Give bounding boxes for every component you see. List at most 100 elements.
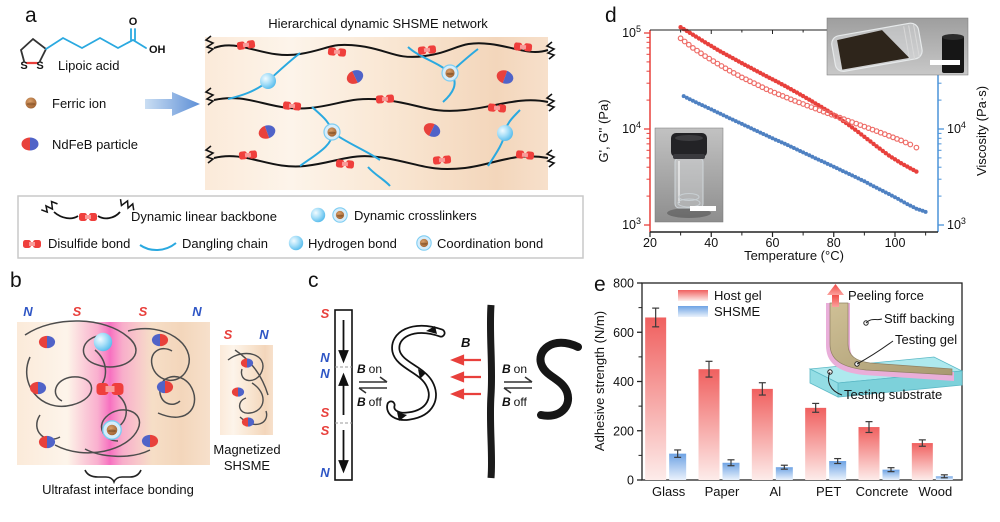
pole-label: N	[23, 304, 33, 319]
data-point	[785, 143, 790, 148]
panel-d-label: d	[605, 4, 617, 27]
data-point	[810, 154, 815, 159]
y-tick-label: 800	[613, 277, 634, 291]
hydrogen-bond-icon	[260, 73, 276, 89]
data-point	[712, 108, 717, 113]
pole-label: N	[192, 304, 202, 319]
coordination-bond-icon	[323, 123, 341, 141]
data-point	[849, 125, 855, 130]
data-point	[850, 173, 855, 178]
data-point	[742, 123, 747, 128]
data-point	[706, 106, 711, 110]
coordination-bond-icon	[102, 420, 122, 440]
ndfeb-key: NdFeB particle	[21, 137, 138, 152]
pole-label: N	[259, 327, 269, 342]
dangling-chain-icon	[139, 242, 177, 251]
left-tick-label: 104	[622, 120, 641, 136]
s-shape-schematic	[386, 324, 446, 421]
shsme-bar	[829, 461, 847, 480]
x-tick-label: 80	[827, 236, 841, 250]
hydrogen-bond-icon	[497, 125, 513, 141]
leader-line	[828, 371, 843, 396]
ndfeb-particle-icon	[21, 137, 39, 151]
y-tick-label: 0	[627, 474, 634, 488]
panel-a: a S S O OH Lipoic acid Ferric ion NdFeB …	[17, 4, 584, 259]
data-point	[709, 107, 714, 112]
svg-text:Bon: Bon	[502, 362, 527, 376]
hydrogen-bond-icon	[93, 332, 113, 352]
lipoic-acid-structure: S S O OH Lipoic acid	[19, 16, 166, 73]
backbone-key: Dynamic linear backbone	[39, 196, 277, 224]
data-point	[880, 148, 885, 154]
data-point	[886, 192, 891, 196]
data-point	[914, 206, 919, 211]
pole-label: N	[320, 350, 330, 365]
pole-label: S	[321, 405, 330, 420]
peeling-force-arrow	[832, 294, 839, 307]
panel-b-label: b	[10, 269, 22, 292]
data-point	[853, 174, 858, 179]
data-point	[874, 185, 879, 190]
polymer-chain	[239, 382, 264, 414]
network-title: Hierarchical dynamic SHSME network	[268, 16, 488, 31]
data-point	[898, 137, 905, 144]
right-axis-title: Viscosity (Pa·s)	[974, 86, 989, 176]
disulfide-label: Disulfide bond	[48, 236, 130, 251]
host-gel-bar	[911, 443, 933, 480]
data-point	[865, 180, 870, 185]
lipoic-acid-label: Lipoic acid	[58, 58, 119, 73]
data-point	[847, 172, 852, 176]
ndfeb-particle-icon	[156, 380, 174, 394]
coordination-bond-icon	[416, 235, 432, 251]
ndfeb-particle-icon	[29, 381, 47, 395]
data-point	[700, 103, 705, 108]
data-point	[722, 65, 729, 72]
data-point	[706, 55, 713, 62]
data-point	[911, 205, 916, 210]
data-point	[877, 146, 882, 151]
ferric-ion-band	[26, 102, 36, 106]
s-shape-photo	[536, 338, 582, 420]
data-point	[837, 167, 842, 172]
data-point	[853, 127, 858, 132]
category-label: Concrete	[856, 484, 909, 499]
data-point	[710, 58, 717, 64]
hydrogen-label: Hydrogen bond	[308, 236, 397, 251]
field-label: B	[461, 335, 470, 350]
magnetized-caption: SHSME	[224, 458, 271, 473]
data-point	[913, 144, 920, 151]
data-point	[693, 100, 698, 105]
hydroxyl-group: OH	[149, 44, 166, 56]
data-point	[831, 164, 836, 169]
panel-a-label: a	[25, 4, 37, 27]
data-point	[893, 195, 897, 200]
peel-test-inset: Peeling force Stiff backing Testing gel …	[808, 284, 964, 402]
y-tick-label: 600	[613, 326, 634, 340]
equilibrium-arrows-icon	[503, 376, 533, 394]
data-point	[681, 38, 688, 45]
data-point	[687, 97, 692, 102]
host-gel-bar	[645, 317, 667, 480]
x-tick-label: 100	[885, 236, 906, 250]
right-tick-label: 104	[947, 120, 966, 136]
peeling-force-label: Peeling force	[848, 288, 924, 303]
data-point	[746, 124, 750, 129]
data-point	[868, 139, 873, 144]
data-point	[914, 169, 919, 174]
hydrogen-bond-icon	[310, 207, 326, 223]
panel-c-label: c	[308, 269, 319, 292]
data-point	[816, 157, 821, 162]
shsme-swatch	[678, 306, 708, 317]
data-point	[883, 151, 888, 156]
scale-bar	[930, 60, 960, 65]
hydrogen-key: Hydrogen bond	[288, 235, 397, 251]
data-point	[684, 95, 689, 100]
x-tick-label: 60	[766, 236, 780, 250]
sulfur-atom: S	[36, 60, 43, 72]
data-point	[698, 50, 704, 57]
category-label: Al	[770, 484, 782, 499]
data-point	[871, 184, 876, 189]
category-label: Glass	[652, 484, 686, 499]
